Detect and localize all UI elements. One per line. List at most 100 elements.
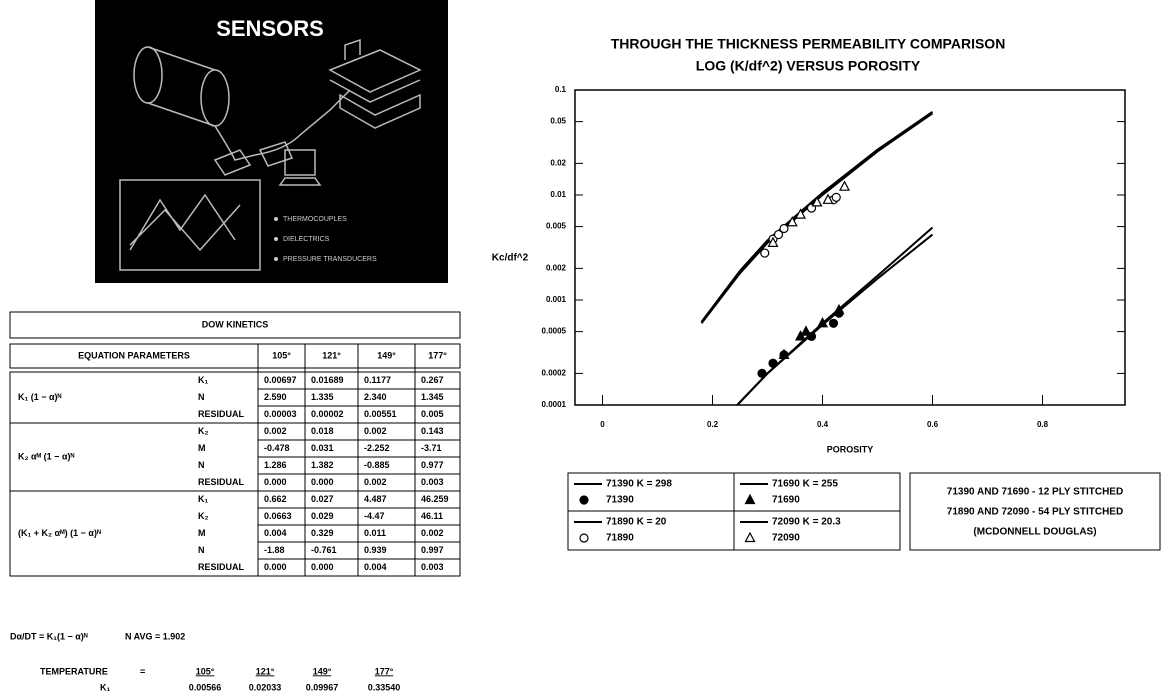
x-tick-label: 0.2 [707,420,719,429]
k1-cell: K₁ [100,682,110,692]
data-point [831,192,841,202]
legend-label: 71390 [606,495,634,506]
table-param: N [198,545,205,555]
y-axis-label: Kc/df^2 [492,253,529,264]
table-cell: 0.027 [311,494,334,504]
temperature-cell: 121° [256,666,275,676]
table-param: K₁ [198,494,208,504]
legend-label: 71890 K = 20 [606,517,667,528]
legend-label: 71890 [606,533,634,544]
data-point [822,193,834,204]
table-cell: 46.11 [421,511,443,521]
table-cell: 0.000 [311,477,334,487]
y-tick-label: 0.0001 [542,400,567,409]
table-cell: 1.382 [311,460,334,470]
y-tick-label: 0.05 [550,117,566,126]
temperature-cell: 177° [375,666,394,676]
table-cell: 0.0663 [264,511,292,521]
temperature-cell: TEMPERATURE [40,666,108,676]
table-cell: 0.00002 [311,409,344,419]
table-cell: 0.018 [311,426,334,436]
table-cell: 0.1177 [364,375,391,385]
equation: K₂ αᴹ (1 − α)ᴺ [18,451,74,461]
rate-equation: Dα/DT = K₁(1 − α)ᴺ [10,631,88,641]
table-cell: 0.002 [421,528,444,538]
equation: K₁ (1 − α)ᴺ [18,392,62,402]
table-param: M [198,443,206,453]
legend-label: 72090 K = 20.3 [772,517,841,528]
bullet-dot [274,217,278,221]
table-cell: -2.252 [364,443,390,453]
sensor-drawing [119,38,422,271]
table-param: RESIDUAL [198,562,245,572]
legend-label: 71390 K = 298 [606,479,672,490]
table-cell: 0.01689 [311,375,344,385]
table-cell: 0.004 [364,562,387,572]
note: 71390 AND 71690 - 12 PLY STITCHED [947,487,1123,498]
table-cell: 0.143 [421,426,444,436]
y-tick-label: 0.02 [550,159,566,168]
table-cell: 0.000 [264,477,287,487]
table-cell: 1.335 [311,392,334,402]
table-header: 105° [272,350,291,360]
bullet-dot [274,257,278,261]
legend-label: 71690 [772,495,800,506]
table-header: 149° [377,350,396,360]
x-tick-label: 0.4 [817,420,829,429]
table-cell: 0.267 [421,375,444,385]
data-point [779,223,789,234]
table-cell: 0.000 [264,562,287,572]
x-tick-label: 0 [600,420,605,429]
table-cell: 0.003 [421,477,444,487]
notes-box [909,472,1161,551]
x-axis-label: POROSITY [827,444,874,454]
bullet-text: DIELECTRICS [283,236,330,243]
data-point [786,215,798,227]
table-cell: 0.003 [421,562,444,572]
k1-cell: 0.09967 [306,682,339,692]
note: (MCDONNELL DOUGLAS) [973,527,1096,538]
table-cell: -0.761 [311,545,337,555]
table-cell: 0.005 [421,409,444,419]
table-cell: 0.977 [421,460,444,470]
data-point [760,248,770,258]
table-cell: -0.478 [264,443,290,453]
bullet-dot [274,237,278,241]
table-cell: -0.885 [364,460,390,470]
panel-title: SENSORS [216,16,324,41]
k1-cell: 0.02033 [249,682,282,692]
k1-cell: 0.33540 [368,682,401,692]
table-cell: 0.939 [364,545,387,555]
series-line [700,110,934,323]
table-title: DOW KINETICS [202,319,269,329]
y-tick-label: 0.1 [555,85,567,94]
legend-label: 72090 [772,533,800,544]
sensors-panel: SENSORS THERMOCOUPLES DIELECTRICS PRESSU… [95,0,448,283]
table-param: N [198,460,205,470]
n-average: N AVG = 1.902 [125,631,185,641]
legend-marker [744,493,756,505]
table-cell: 0.011 [364,528,386,538]
table-cell: 46.259 [421,494,449,504]
table-cell: 0.002 [364,426,387,436]
temperature-cell: 149° [313,666,332,676]
bullet-text: THERMOCOUPLES [283,216,347,223]
legend-marker [579,533,589,543]
legend-marker [744,531,756,543]
table-param: K₁ [198,375,208,385]
y-tick-label: 0.0005 [542,327,567,336]
data-point [757,368,767,378]
y-tick-label: 0.001 [546,295,567,304]
k1-cell: 0.00566 [189,682,222,692]
table-cell: 0.002 [364,477,387,487]
series-line [700,112,934,324]
table-cell: 0.004 [264,528,287,538]
table-cell: 0.002 [264,426,287,436]
table-header-box [9,343,461,369]
table-param: K₂ [198,511,209,521]
table-cell: -4.47 [364,511,385,521]
table-cell: 2.590 [264,392,287,402]
table-cell: 1.345 [421,392,444,402]
